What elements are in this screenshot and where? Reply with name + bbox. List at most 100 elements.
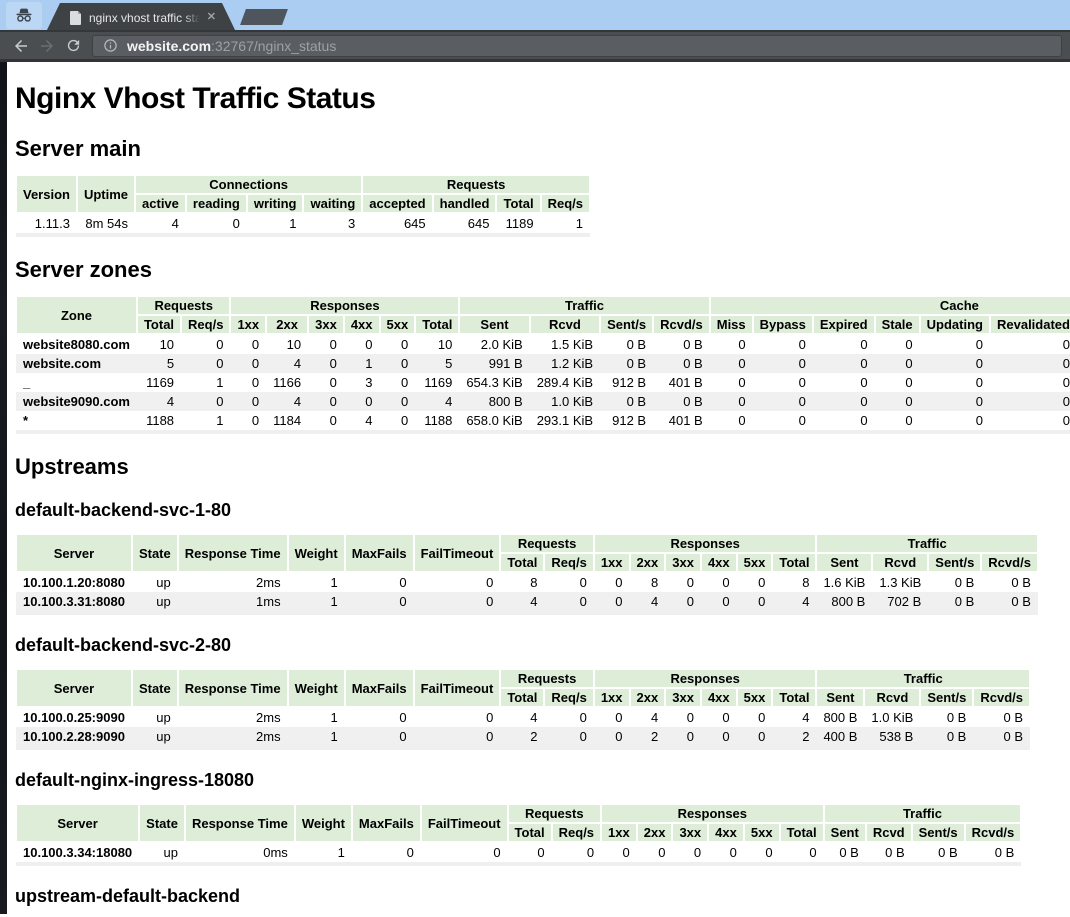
table-cell: 800 B (459, 392, 530, 411)
column-header: Weight (286, 668, 346, 708)
table-cell: 0 (738, 413, 746, 428)
table-cell: 293.1 KiB (536, 413, 594, 428)
table-cell: 0 (181, 392, 231, 411)
table-cell: 0 B (938, 845, 958, 860)
table-cell: 1 (330, 710, 338, 725)
table-cell: up (163, 845, 178, 860)
column-header: reading (184, 193, 248, 214)
column-header: Sent (815, 687, 866, 708)
table-row: 1.11.3 8m 54s 4 0 1 3 645 645 1189 1 (16, 213, 590, 233)
row-key-cell: 10.100.3.31:8080 (16, 592, 132, 611)
tab-close-icon[interactable]: ✕ (206, 11, 216, 23)
table-cell: 5 (136, 354, 182, 373)
table-cell: 0 (251, 337, 260, 352)
header-row: Server State Response Time Weight MaxFails Fa… (15, 668, 1031, 708)
browser-tab[interactable]: nginx vhost traffic status ✕ (46, 3, 236, 32)
column-header: 5xx (735, 687, 774, 708)
reload-button[interactable] (60, 33, 86, 59)
table-cell: 0 (905, 413, 913, 428)
table-cell: 1 (330, 575, 338, 590)
column-header: Requests (506, 803, 603, 824)
browser-toolbar: website.com:32767/nginx_status (0, 32, 1070, 62)
table-cell: 0 (401, 413, 409, 428)
column-header: Requests (135, 295, 232, 316)
row-key-cell: 10.100.3.34:18080 (23, 845, 133, 860)
column-header: Response Time (176, 533, 289, 573)
column-header: Rcvd/s (972, 687, 1031, 708)
table-cell: 0 (343, 392, 380, 411)
column-header: Connections (134, 174, 364, 195)
column-header: Total (499, 552, 546, 573)
table-cell: 0 (874, 392, 920, 411)
table-cell: 0 B (839, 845, 859, 860)
table-cell: up (131, 592, 178, 611)
table-cell: 4 (530, 710, 538, 725)
column-header: Req/s (539, 193, 591, 214)
table-cell: up (156, 710, 171, 725)
column-header: Total (135, 314, 183, 335)
table-cell: 1.6 KiB (823, 575, 866, 590)
table-cell: 2 (629, 727, 666, 746)
table-cell: 10 (286, 337, 302, 352)
table-cell: 1 (337, 845, 345, 860)
table-cell: 0 (919, 354, 990, 373)
table-cell: 0 (905, 375, 913, 390)
column-header: Req/s (180, 314, 232, 335)
column-header: Sent/s (910, 822, 966, 843)
column-header: Traffic (815, 668, 1031, 689)
table-cell: 0 (1062, 375, 1070, 390)
table-cell: 0 (579, 710, 587, 725)
column-header: Miss (708, 314, 754, 335)
table-cell: 2.0 KiB (480, 337, 523, 352)
upstream-table-default-backend-svc-1-80: Server State Response Time Weight MaxFails Fa… (15, 533, 1039, 615)
table-cell: 3 (348, 216, 356, 231)
table-cell: 1189 (505, 216, 534, 231)
column-header: Sent/s (919, 687, 975, 708)
forward-button[interactable] (34, 33, 60, 59)
table-cell: 1ms (177, 592, 288, 611)
table-cell: 1 (287, 592, 345, 611)
table-cell: 0 B (920, 727, 974, 746)
table-cell: 0 B (994, 845, 1015, 860)
back-button[interactable] (8, 33, 34, 59)
info-circle-icon[interactable] (103, 38, 118, 53)
column-header: Server (15, 533, 133, 573)
upstream-table-default-nginx-ingress-18080: Server State Response Time Weight MaxFails Fa… (14, 803, 1023, 866)
server-zones-table: Zone Requests Responses Traffic Cache Total Re… (15, 295, 1070, 434)
column-header: 2xx (635, 822, 674, 843)
table-cell: 4 (171, 216, 179, 231)
table-footer-spacer (16, 233, 590, 237)
table-cell: 0 (658, 845, 666, 860)
table-cell: 0 (736, 592, 773, 611)
table-cell: 0 (812, 354, 875, 373)
table-row: * 1188 1 0 1184 0 4 0 1188 658.0 KiB 293.1 KiB 912 … (16, 411, 1070, 430)
table-cell: 1166 (273, 375, 302, 390)
new-tab-button[interactable] (240, 9, 288, 25)
column-header: Responses (592, 668, 818, 689)
column-header: Response Time (183, 803, 296, 843)
column-header: State (130, 533, 179, 573)
table-cell: 800 B (816, 592, 873, 611)
table-cell: 8 (651, 575, 659, 590)
table-cell: 912 B (612, 375, 647, 390)
section-heading-upstreams: Upstreams (15, 454, 129, 479)
table-cell: 800 B (823, 710, 858, 725)
section-heading-server-zones: Server zones (15, 257, 152, 282)
row-key-cell: website8080.com (23, 337, 130, 352)
column-header: 1xx (592, 687, 631, 708)
upstream-heading-2: default-nginx-ingress-18080 (15, 770, 255, 790)
table-cell: 8m 54s (85, 216, 129, 231)
table-cell: 0 (1062, 337, 1070, 352)
table-cell: 0 (738, 337, 746, 352)
table-cell: 1169 (424, 375, 453, 390)
table-cell: 0 (401, 375, 409, 390)
page-title: Nginx Vhost Traffic Status (15, 82, 376, 115)
table-cell: 0 (329, 413, 337, 428)
table-cell: 0 (586, 845, 595, 860)
table-cell: 0 (230, 354, 267, 373)
column-header: 4xx (699, 687, 738, 708)
table-cell: 2ms (256, 575, 281, 590)
column-header: Bypass (751, 314, 814, 335)
address-bar[interactable]: website.com:32767/nginx_status (92, 34, 1062, 57)
